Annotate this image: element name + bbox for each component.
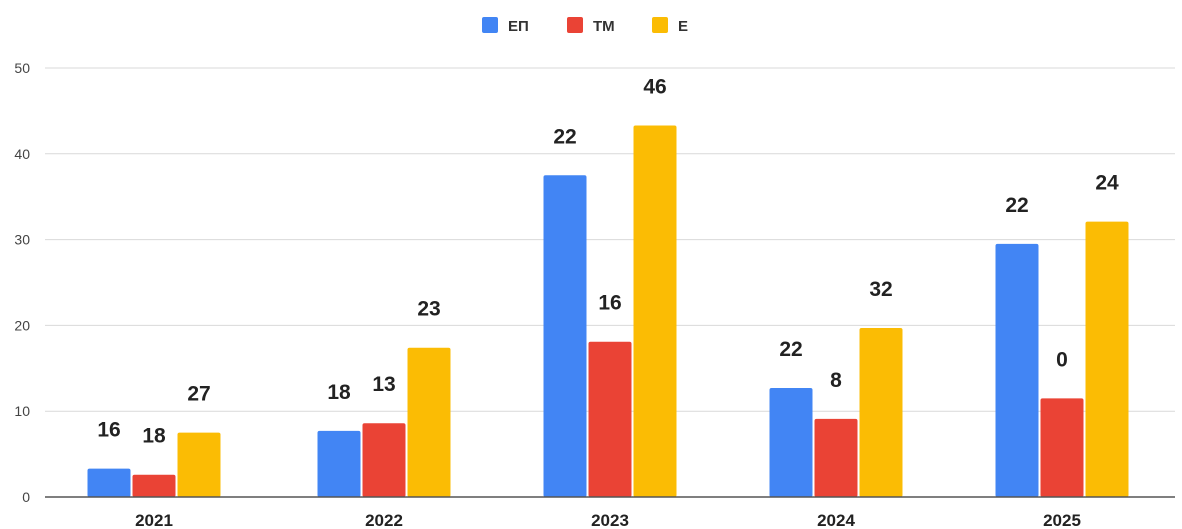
data-label: 32 bbox=[869, 278, 892, 301]
bar-ТМ-2024 bbox=[814, 418, 858, 497]
y-tick-label: 0 bbox=[22, 489, 30, 505]
data-label: 22 bbox=[779, 338, 802, 361]
bar-ТМ-2021 bbox=[132, 474, 176, 497]
legend-label: ТМ bbox=[593, 18, 615, 35]
bar-ТМ-2023 bbox=[588, 341, 632, 497]
y-tick-label: 10 bbox=[14, 403, 30, 419]
bar-Е-2025 bbox=[1085, 221, 1129, 497]
data-label: 46 bbox=[643, 75, 666, 98]
bar-ЕП-2022 bbox=[317, 430, 361, 497]
bar-Е-2024 bbox=[859, 327, 903, 497]
y-axis: 0 10 20 30 40 50 bbox=[14, 60, 30, 505]
bar-ЕП-2024 bbox=[769, 388, 813, 497]
y-tick-label: 30 bbox=[14, 232, 30, 248]
gridlines bbox=[45, 67, 1175, 412]
data-label: 8 bbox=[830, 369, 842, 392]
x-tick-label: 2023 bbox=[591, 511, 629, 529]
legend-swatch bbox=[482, 17, 498, 33]
data-label: 27 bbox=[187, 383, 210, 406]
bar-Е-2022 bbox=[407, 347, 451, 497]
data-labels: 16 18 27 18 13 23 22 16 46 22 8 32 22 0 24 bbox=[97, 75, 1119, 447]
bar-ЕП-2021 bbox=[87, 468, 131, 497]
x-tick-label: 2025 bbox=[1043, 511, 1081, 529]
bar-Е-2021 bbox=[177, 432, 221, 497]
data-label: 16 bbox=[97, 419, 120, 442]
legend-swatch bbox=[567, 17, 583, 33]
data-label: 22 bbox=[553, 125, 576, 148]
y-tick-label: 50 bbox=[14, 60, 30, 76]
legend-swatch bbox=[652, 17, 668, 33]
bars bbox=[87, 125, 1129, 498]
bar-ЕП-2025 bbox=[995, 243, 1039, 497]
bar-Е-2023 bbox=[633, 125, 677, 498]
bar-ТМ-2022 bbox=[362, 423, 406, 497]
data-label: 23 bbox=[417, 298, 440, 321]
legend-label: ЕП bbox=[508, 18, 529, 35]
data-label: 22 bbox=[1005, 194, 1028, 217]
data-label: 13 bbox=[372, 373, 395, 396]
legend: ЕП ТМ Е bbox=[482, 17, 688, 35]
bar-ЕП-2023 bbox=[543, 175, 587, 497]
data-label: 24 bbox=[1095, 172, 1119, 195]
y-tick-label: 20 bbox=[14, 317, 30, 333]
data-label: 18 bbox=[142, 425, 166, 448]
legend-label: Е bbox=[678, 18, 688, 35]
bar-ТМ-2025 bbox=[1040, 398, 1084, 497]
x-tick-label: 2021 bbox=[135, 511, 173, 529]
data-label: 16 bbox=[598, 292, 621, 315]
data-label: 0 bbox=[1056, 348, 1068, 371]
y-tick-label: 40 bbox=[14, 146, 30, 162]
x-axis: 2021 2022 2023 2024 2025 bbox=[45, 496, 1175, 529]
x-tick-label: 2024 bbox=[817, 511, 855, 529]
data-label: 18 bbox=[327, 381, 351, 404]
x-tick-label: 2022 bbox=[365, 511, 403, 529]
